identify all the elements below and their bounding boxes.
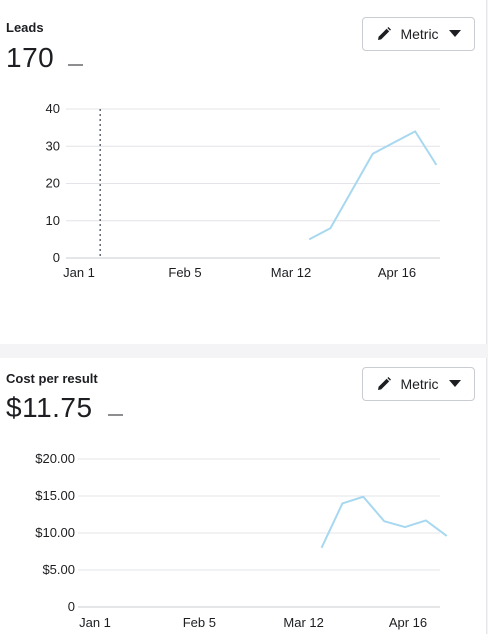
- y-tick-label: 20: [46, 176, 60, 191]
- cost-per-result-line-chart: 0 $5.00 $10.00 $15.00 $20.00 Jan 1 Feb 5 Mar 12…: [35, 451, 448, 630]
- cost-per-result-card: Cost per result $11.75 — Metric 0 $5.00 $1…: [0, 358, 487, 634]
- metric-dropdown-button[interactable]: Metric: [362, 367, 475, 401]
- metric-dropdown-button[interactable]: Metric: [362, 17, 475, 51]
- x-tick-label: Mar 12: [283, 615, 323, 630]
- y-tick-label: $20.00: [35, 451, 75, 466]
- leads-card: Leads 170 — Metric 0 10 20 30 40 Jan 1 Feb 5 Ma…: [0, 0, 487, 344]
- x-tick-label: Apr 16: [378, 265, 416, 280]
- x-tick-label: Apr 16: [389, 615, 427, 630]
- change-indicator: —: [68, 56, 83, 73]
- y-tick-label: $10.00: [35, 525, 75, 540]
- x-tick-label: Feb 5: [168, 265, 201, 280]
- card-value: 170: [6, 42, 55, 73]
- y-tick-label: 0: [68, 599, 75, 614]
- card-title: Cost per result: [6, 371, 98, 386]
- x-tick-label: Jan 1: [79, 615, 111, 630]
- series-line: [308, 130, 438, 241]
- metric-label: Metric: [400, 26, 439, 42]
- x-tick-label: Feb 5: [183, 615, 216, 630]
- caret-down-icon: [448, 30, 461, 38]
- card-value: $11.75: [6, 392, 93, 423]
- y-tick-label: $15.00: [35, 488, 75, 503]
- metric-label: Metric: [400, 376, 439, 392]
- x-tick-label: Jan 1: [63, 265, 95, 280]
- change-indicator: —: [108, 406, 123, 423]
- y-tick-label: 30: [46, 138, 60, 153]
- x-tick-label: Mar 12: [271, 265, 311, 280]
- leads-line-chart: 0 10 20 30 40 Jan 1 Feb 5 Mar 12 Apr 16: [46, 101, 440, 280]
- y-tick-label: 10: [46, 213, 60, 228]
- pencil-icon: [376, 376, 392, 392]
- y-tick-label: 40: [46, 101, 60, 116]
- caret-down-icon: [448, 380, 461, 388]
- pencil-icon: [376, 26, 392, 42]
- series-line: [320, 495, 448, 549]
- y-tick-label: 0: [53, 250, 60, 265]
- y-tick-label: $5.00: [42, 562, 75, 577]
- card-title: Leads: [6, 20, 44, 35]
